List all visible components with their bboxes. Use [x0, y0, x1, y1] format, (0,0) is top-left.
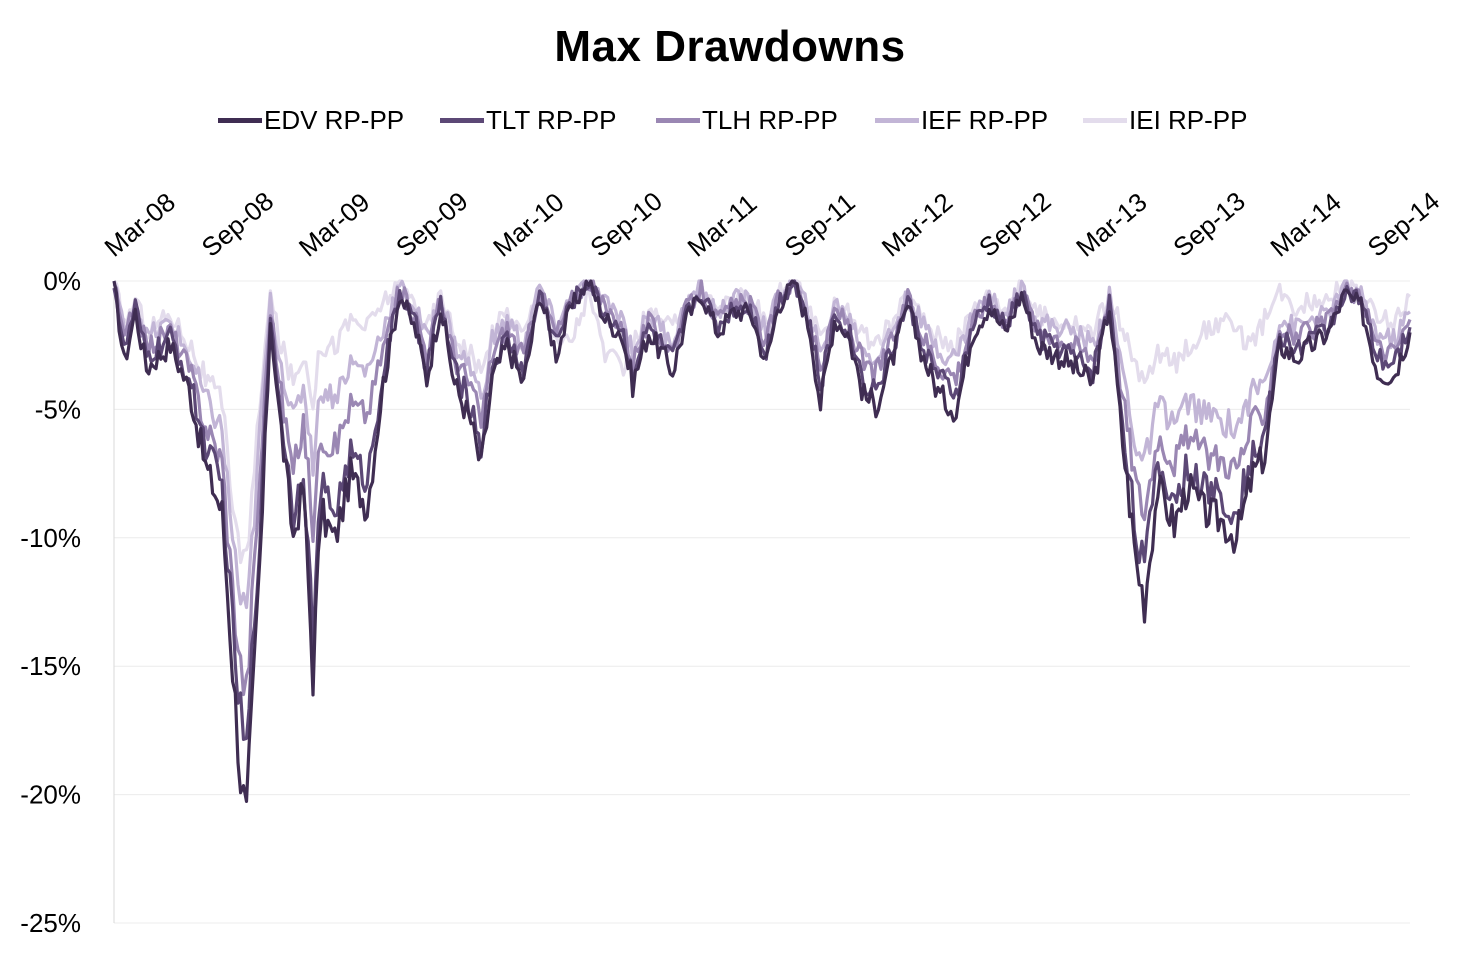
y-tick-label: -15% [20, 651, 81, 681]
legend: EDV RP-PP TLT RP-PP TLH RP-PP IEF RP-PP … [0, 102, 1460, 138]
x-tick-label: Mar-13 [1070, 187, 1152, 263]
legend-swatch-edv [218, 117, 262, 123]
legend-item-tlh[interactable]: TLH RP-PP [656, 102, 838, 138]
chart-title: Max Drawdowns [554, 22, 906, 71]
x-tick-label: Mar-14 [1264, 187, 1346, 263]
legend-label-tlt: TLT RP-PP [486, 104, 617, 135]
legend-item-edv[interactable]: EDV RP-PP [218, 102, 404, 138]
x-tick-label: Sep-09 [390, 186, 474, 263]
x-tick-label: Sep-11 [779, 187, 861, 263]
y-tick-label: -25% [20, 908, 81, 938]
x-tick-label: Mar-09 [293, 187, 375, 263]
legend-label-edv: EDV RP-PP [264, 104, 405, 135]
x-tick-label: Mar-11 [682, 188, 763, 263]
legend-swatch-ief [875, 117, 919, 123]
legend-item-tlt[interactable]: TLT RP-PP [440, 102, 617, 138]
y-tick-label: -10% [20, 523, 81, 553]
legend-swatch-tlt [440, 117, 484, 123]
y-tick-label: 0% [43, 266, 81, 296]
legend-item-iei[interactable]: IEI RP-PP [1083, 102, 1247, 138]
y-axis-labels: 0% -5% -10% -15% -20% -25% [20, 266, 81, 938]
series-line-edv [112, 279, 1412, 803]
series-line-iei [112, 279, 1411, 565]
x-tick-label: Sep-08 [196, 186, 280, 263]
series-line-tlh [112, 279, 1412, 697]
legend-label-ief: IEF RP-PP [921, 104, 1049, 135]
legend-item-ief[interactable]: IEF RP-PP [875, 102, 1048, 138]
x-tick-label: Mar-10 [487, 187, 569, 263]
x-tick-label: Mar-12 [876, 187, 958, 263]
legend-swatch-tlh [656, 117, 700, 123]
series-line-tlt [112, 279, 1412, 741]
y-tick-label: -5% [35, 394, 81, 424]
x-tick-label: Sep-13 [1167, 186, 1251, 263]
x-tick-label: Sep-12 [973, 186, 1057, 263]
x-axis-labels: Mar-08 Sep-08 Mar-09 Sep-09 Mar-10 Sep-10 Mar-… [99, 186, 1446, 263]
series-lines [112, 279, 1412, 803]
legend-swatch-iei [1083, 117, 1127, 123]
x-tick-label: Sep-10 [584, 186, 668, 263]
legend-label-tlh: TLH RP-PP [702, 104, 838, 135]
y-tick-label: -20% [20, 780, 81, 810]
x-tick-label: Sep-14 [1362, 186, 1446, 263]
x-tick-label: Mar-08 [99, 187, 181, 263]
legend-label-iei: IEI RP-PP [1129, 104, 1248, 135]
